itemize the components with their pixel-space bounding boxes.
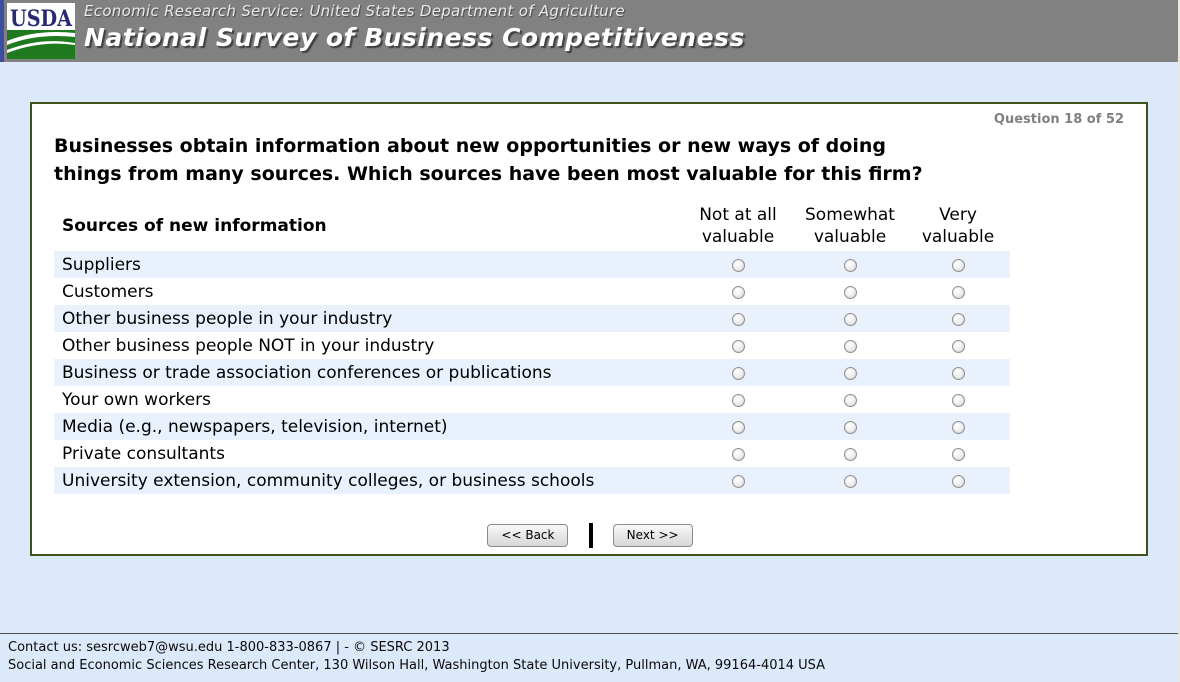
row-label: Other business people in your industry bbox=[62, 308, 393, 329]
radio-not-at-all-valuable[interactable] bbox=[731, 394, 745, 408]
row-label: Private consultants bbox=[62, 443, 225, 464]
row-label: Other business people NOT in your indust… bbox=[62, 335, 435, 356]
svg-text:USDA: USDA bbox=[10, 6, 73, 32]
radio-very-valuable[interactable] bbox=[951, 475, 965, 489]
radio-not-at-all-valuable[interactable] bbox=[731, 286, 745, 300]
radio-not-at-all-valuable[interactable] bbox=[731, 313, 745, 327]
question-text: Businesses obtain information about new … bbox=[54, 135, 923, 185]
table-row: Media (e.g., newspapers, television, int… bbox=[54, 413, 1010, 441]
radio-somewhat-valuable[interactable] bbox=[843, 340, 857, 354]
row-label: Customers bbox=[62, 281, 154, 302]
next-button[interactable]: Next >> bbox=[612, 524, 693, 548]
table-row: Business or trade association conference… bbox=[54, 359, 1010, 387]
row-label: Media (e.g., newspapers, television, int… bbox=[62, 416, 448, 437]
row-label: Suppliers bbox=[62, 254, 141, 275]
radio-very-valuable[interactable] bbox=[951, 313, 965, 327]
radio-very-valuable[interactable] bbox=[951, 421, 965, 435]
row-label: Your own workers bbox=[62, 389, 212, 410]
radio-very-valuable[interactable] bbox=[951, 448, 965, 462]
row-label: Business or trade association conference… bbox=[62, 362, 552, 383]
header-titles: Economic Research Service: United States… bbox=[84, 2, 745, 52]
footer-contact-line: Contact us: sesrcweb7@wsu.edu 1-800-833-… bbox=[8, 639, 450, 655]
table-row: Customers bbox=[54, 278, 1010, 306]
agency-line: Economic Research Service: United States… bbox=[84, 2, 625, 20]
page-footer: Contact us: sesrcweb7@wsu.edu 1-800-833-… bbox=[0, 632, 1178, 682]
radio-very-valuable[interactable] bbox=[951, 340, 965, 354]
radio-somewhat-valuable[interactable] bbox=[843, 448, 857, 462]
column-header-very: Very valuable bbox=[921, 205, 995, 248]
question-panel: Question 18 of 52 Businesses obtain info… bbox=[30, 102, 1148, 556]
question-counter: Question 18 of 52 bbox=[993, 112, 1124, 127]
radio-somewhat-valuable[interactable] bbox=[843, 259, 857, 273]
radio-very-valuable[interactable] bbox=[951, 394, 965, 408]
radio-very-valuable[interactable] bbox=[951, 286, 965, 300]
response-matrix: Sources of new information Not at all va… bbox=[54, 204, 1010, 495]
radio-somewhat-valuable[interactable] bbox=[843, 313, 857, 327]
radio-somewhat-valuable[interactable] bbox=[843, 367, 857, 381]
radio-not-at-all-valuable[interactable] bbox=[731, 475, 745, 489]
radio-not-at-all-valuable[interactable] bbox=[731, 340, 745, 354]
usda-logo: USDA bbox=[7, 3, 75, 59]
table-row: Suppliers bbox=[54, 251, 1010, 279]
radio-not-at-all-valuable[interactable] bbox=[731, 421, 745, 435]
back-button[interactable]: << Back bbox=[487, 524, 569, 548]
column-header-not-at-all: Not at all valuable bbox=[699, 205, 777, 248]
table-row: Other business people in your industry bbox=[54, 305, 1010, 333]
table-row: Private consultants bbox=[54, 440, 1010, 468]
footer-address-line: Social and Economic Sciences Research Ce… bbox=[8, 657, 826, 673]
survey-title: National Survey of Business Competitiven… bbox=[84, 23, 745, 52]
radio-not-at-all-valuable[interactable] bbox=[731, 448, 745, 462]
radio-somewhat-valuable[interactable] bbox=[843, 475, 857, 489]
table-row: Other business people NOT in your indust… bbox=[54, 332, 1010, 360]
table-row: University extension, community colleges… bbox=[54, 467, 1010, 495]
radio-very-valuable[interactable] bbox=[951, 367, 965, 381]
row-label: University extension, community colleges… bbox=[62, 470, 595, 491]
navigation-buttons: << Back Next >> bbox=[54, 523, 1126, 549]
page-header: USDA Economic Research Service: United S… bbox=[0, 0, 1178, 62]
radio-somewhat-valuable[interactable] bbox=[843, 286, 857, 300]
matrix-header-row: Sources of new information Not at all va… bbox=[54, 204, 1010, 251]
radio-not-at-all-valuable[interactable] bbox=[731, 367, 745, 381]
radio-somewhat-valuable[interactable] bbox=[843, 394, 857, 408]
matrix-row-header: Sources of new information bbox=[62, 215, 327, 236]
column-header-somewhat: Somewhat valuable bbox=[805, 205, 895, 248]
radio-not-at-all-valuable[interactable] bbox=[731, 259, 745, 273]
radio-somewhat-valuable[interactable] bbox=[843, 421, 857, 435]
radio-very-valuable[interactable] bbox=[951, 259, 965, 273]
table-row: Your own workers bbox=[54, 386, 1010, 414]
usda-logo-icon: USDA bbox=[7, 3, 75, 59]
button-separator bbox=[588, 523, 593, 549]
